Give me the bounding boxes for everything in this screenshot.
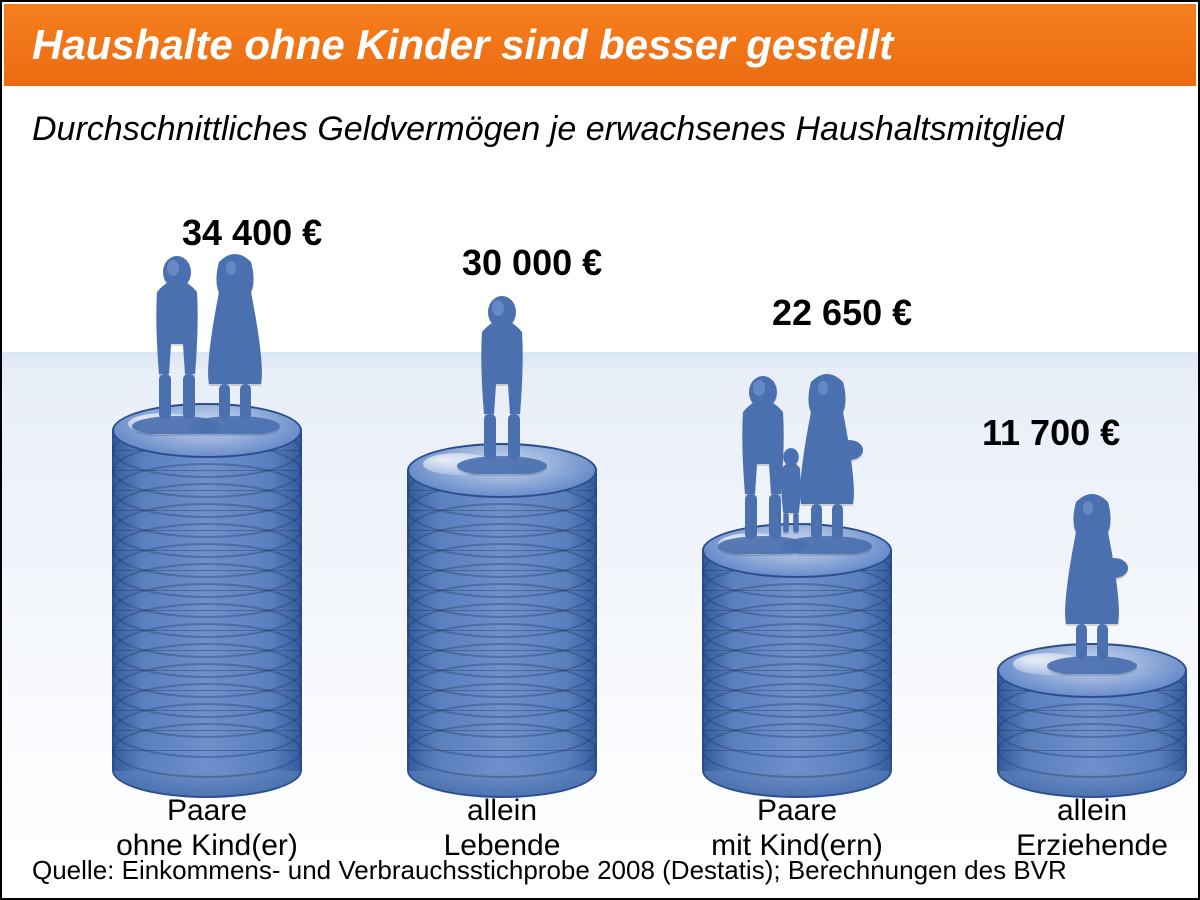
coin-top: [407, 443, 597, 498]
category-label: Paareohne Kind(er): [62, 794, 352, 863]
infographic-frame: Haushalte ohne Kinder sind besser gestel…: [0, 0, 1200, 900]
category-label: alleinLebende: [357, 794, 647, 863]
coin-stack: [702, 523, 892, 798]
coin-stack: [112, 403, 302, 798]
coin-stack-column: alleinLebende: [357, 443, 647, 798]
title-bar: Haushalte ohne Kinder sind besser gestel…: [4, 4, 1196, 86]
category-label: alleinErziehende: [947, 794, 1200, 863]
chart-subtitle: Durchschnittliches Geldvermögen je erwac…: [32, 110, 1064, 149]
coin-top: [997, 643, 1187, 698]
coin-stack: [997, 643, 1187, 798]
chart-area: Paareohne Kind(er) 34 400 € alleinLebende…: [2, 162, 1198, 838]
coin-top: [702, 523, 892, 578]
source-citation: Quelle: Einkommens- und Verbrauchsstichp…: [32, 855, 1067, 886]
value-label: 11 700 €: [982, 412, 1120, 454]
coin-stack-column: Paaremit Kind(ern): [652, 523, 942, 798]
category-label-line1: allein: [467, 794, 537, 827]
category-label-line1: Paare: [167, 794, 247, 827]
value-label: 30 000 €: [462, 242, 602, 284]
chart-title: Haushalte ohne Kinder sind besser gestel…: [32, 21, 893, 69]
coin-stack-column: alleinErziehende: [947, 643, 1200, 798]
coin-stack-column: Paareohne Kind(er): [62, 403, 352, 798]
coin-stack: [407, 443, 597, 798]
category-label: Paaremit Kind(ern): [652, 794, 942, 863]
value-label: 34 400 €: [182, 212, 322, 254]
coin-top: [112, 403, 302, 458]
category-label-line1: allein: [1057, 794, 1127, 827]
value-label: 22 650 €: [772, 292, 912, 334]
category-label-line1: Paare: [757, 794, 837, 827]
